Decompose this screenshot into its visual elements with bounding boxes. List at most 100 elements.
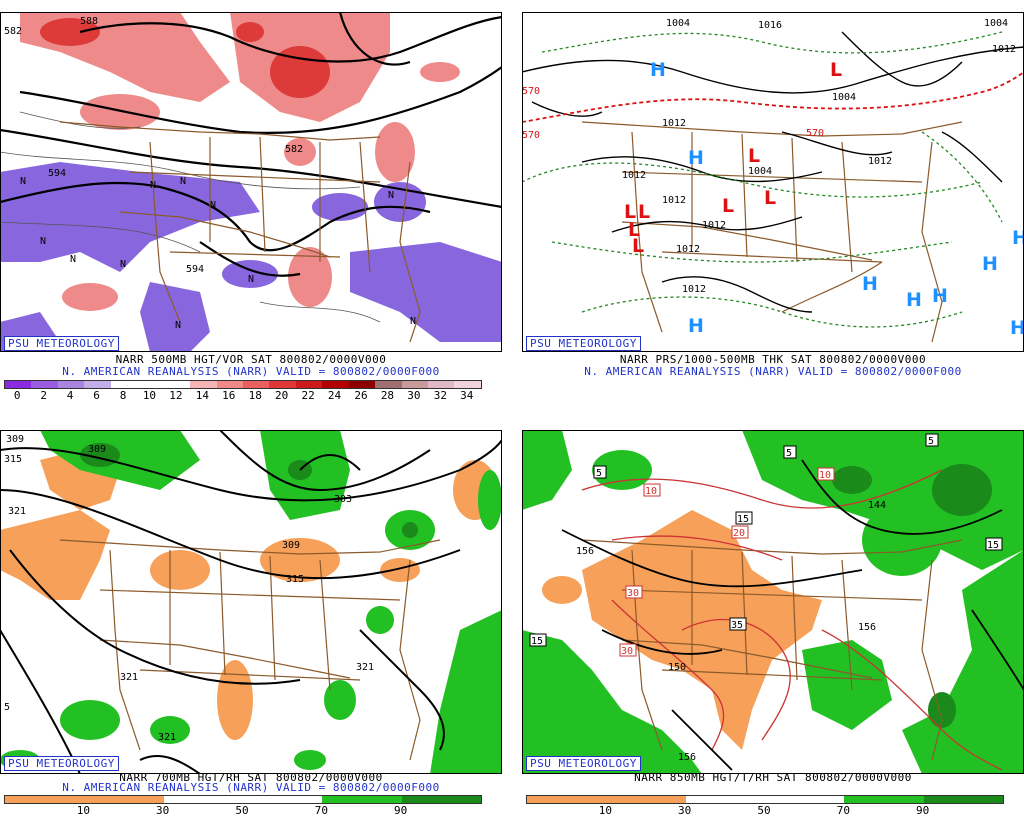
map-700mb: 309 315 309 321 303 309 315 321 321 321 … [0,430,502,774]
contour-label: 30 [621,646,633,657]
panel-700mb-rh: 309 315 309 321 303 309 315 321 321 321 … [0,430,502,818]
rh-colorbar-ticks: 10 30 50 70 90 [4,805,482,817]
contour-label: 582 [285,144,303,155]
colorbar-swatch [5,796,85,803]
panel-caption: NARR 500MB HGT/VOR SAT 800802/0000V000 [115,353,387,366]
colorbar-tick: 90 [916,804,930,817]
pressure-label: 1012 [682,284,706,295]
rh-colorbar-ticks: 10 30 50 70 90 [526,805,1004,817]
panel-850mb-rh: 5 5 10 10 5 20 15 144 15 156 30 30 35 15… [522,430,1024,818]
low-marker: L [722,195,734,217]
colorbar-swatch [137,381,164,388]
temperature-contours [581,469,1003,771]
psu-meteorology-label: PSU METEOROLOGY [526,756,641,771]
low-marker: L [764,187,776,209]
contour-label: 156 [576,546,594,557]
low-pressure-centers: L L L L L L L L [624,59,842,257]
pressure-label: 1004 [984,18,1008,29]
colorbar-swatch [84,381,111,388]
colorbar-swatch [163,796,243,803]
contour-label: 5 [596,468,602,479]
colorbar-swatch [322,796,402,803]
high-marker: H [688,147,704,169]
colorbar-swatch [163,381,191,388]
thickness-green [522,31,1003,328]
contour-label: 15 [531,636,543,647]
contour-label: 15 [987,540,999,551]
vort-marker: N [410,316,416,327]
contour-label: 156 [678,752,696,763]
colorbar-tick: 32 [433,389,447,402]
contour-label: 594 [48,168,66,179]
height-contours [0,12,502,277]
thickness-label: 570 [806,128,824,139]
colorbar-tick: 2 [40,389,47,402]
thickness-570-red [522,71,1024,123]
colorbar-swatch [375,381,402,388]
colorbar-swatch [844,796,924,803]
colorbar-swatch [322,381,349,388]
colorbar-swatch [269,381,296,388]
contour-label: 5 [4,702,10,713]
map-500mb-svg: 582 588 582 594 594 N N N N N N N N N N … [0,12,502,352]
colorbar-swatch [295,381,323,388]
high-pressure-centers: H H H H H H H H H [650,59,1024,339]
panel-caption: NARR PRS/1000-500MB THK SAT 800802/0000V… [619,353,927,366]
vorticity-colorbar [4,380,482,389]
thickness-label: 570 [522,130,540,141]
panel-caption: NARR 700MB HGT/RH SAT 800802/0000V000 [119,771,383,784]
colorbar-swatch [216,381,243,388]
psu-meteorology-label: PSU METEOROLOGY [4,336,119,351]
psu-meteorology-label: PSU METEOROLOGY [526,336,641,351]
colorbar-tick: 50 [757,804,771,817]
contour-label: 321 [120,672,138,683]
map-850mb: 5 5 10 10 5 20 15 144 15 156 30 30 35 15… [522,430,1024,774]
low-marker: L [628,219,640,241]
dry-areas [542,510,822,750]
panel-500mb-vorticity: 582 588 582 594 594 N N N N N N N N N N … [0,12,502,402]
map-pressure: 1004 1016 1004 1012 1004 1012 1012 1012 … [522,12,1024,352]
high-marker: H [688,315,704,337]
colorbar-tick: 34 [460,389,474,402]
contour-label: 582 [4,26,22,37]
high-marker: H [1012,227,1024,249]
pressure-label: 1012 [702,220,726,231]
map-850mb-svg: 5 5 10 10 5 20 15 144 15 156 30 30 35 15… [522,430,1024,774]
colorbar-swatch [923,796,1003,803]
colorbar-tick: 6 [93,389,100,402]
panel-valid-line: N. AMERICAN REANALYSIS (NARR) VALID = 80… [584,365,962,378]
colorbar-swatch [685,796,765,803]
rh-colorbar [526,795,1004,804]
isobars [522,31,1024,313]
colorbar-swatch [454,381,481,388]
panel-valid-line: N. AMERICAN REANALYSIS (NARR) VALID = 80… [62,781,440,794]
colorbar-swatch [401,796,481,803]
contour-label: 10 [645,486,657,497]
low-marker: L [830,59,842,81]
vort-marker: N [120,259,126,270]
pressure-label: 1012 [992,44,1016,55]
contour-label: 303 [334,494,352,505]
pressure-label: 1012 [662,118,686,129]
map-pressure-svg: 1004 1016 1004 1012 1004 1012 1012 1012 … [522,12,1024,352]
colorbar-tick: 70 [314,804,328,817]
vort-marker: N [70,254,76,265]
panel-valid-line: N. AMERICAN REANALYSIS (NARR) VALID = 80… [62,365,440,378]
contour-label: 5 [786,448,792,459]
contour-label: 588 [80,16,98,27]
low-marker: L [624,201,636,223]
psu-meteorology-label: PSU METEOROLOGY [4,756,119,771]
colorbar-tick: 16 [222,389,236,402]
low-marker: L [748,145,760,167]
negative-vorticity-areas [0,162,502,352]
panel-caption: NARR 850MB HGT/T/RH SAT 800802/0000V000 [634,771,912,784]
colorbar-tick: 70 [836,804,850,817]
colorbar-swatch [242,796,323,803]
vort-marker: N [180,176,186,187]
colorbar-swatch [401,381,428,388]
contour-label: 315 [4,454,22,465]
isobar-labels: 1004 1016 1004 1012 1004 1012 1012 1012 … [622,18,1016,295]
colorbar-tick: 10 [76,804,90,817]
contour-label: 309 [282,540,300,551]
contour-label: 321 [158,732,176,743]
